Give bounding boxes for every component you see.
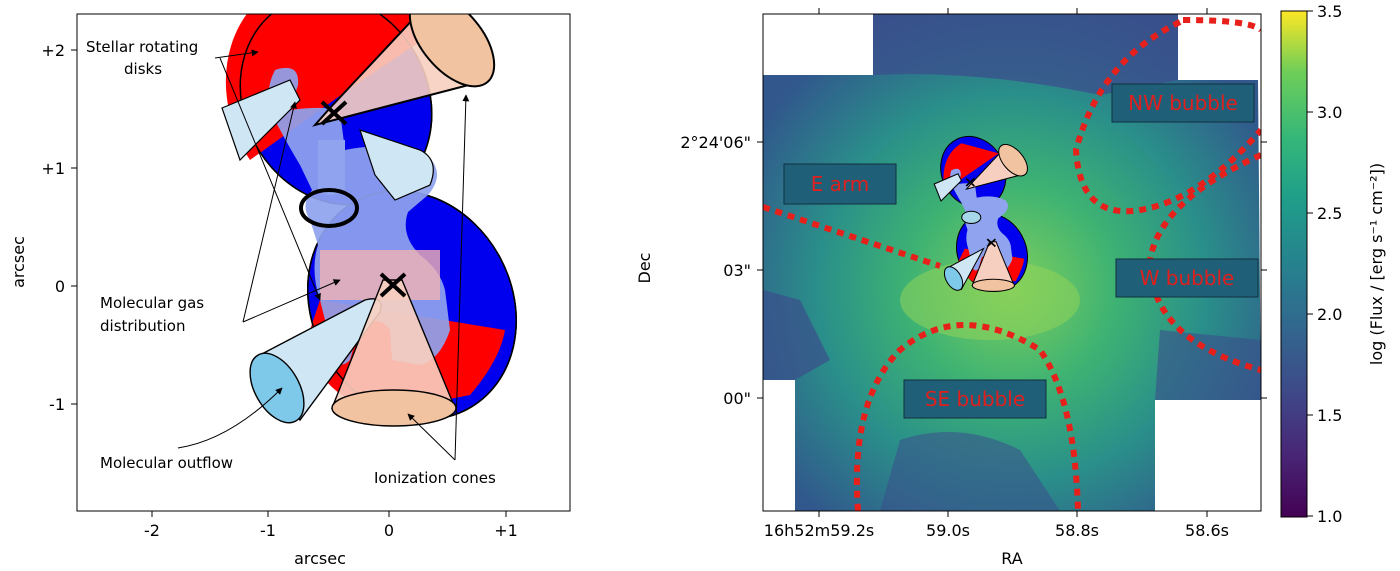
left-axes-frame — [76, 13, 571, 512]
label-molecular-gas-line1: Molecular gas — [100, 294, 204, 312]
right-x-tick: 16h52m59.2s — [764, 521, 874, 540]
schematic-overlay — [933, 135, 1028, 292]
central-ring — [299, 188, 359, 228]
arrow-cone-upper — [454, 94, 470, 461]
gas-stub-top — [318, 140, 345, 195]
right-x-tick: 58.8s — [1055, 521, 1099, 540]
flux-map-dark-top — [873, 14, 1178, 95]
right-y-tick: 03" — [723, 261, 751, 280]
colorbar-tick: 3.0 — [1317, 103, 1342, 122]
flux-map-dark-bottom — [880, 432, 1060, 511]
flux-map-dark-left — [763, 290, 830, 380]
nw-bubble-contour — [1182, 17, 1261, 33]
left-x-tick: 0 — [384, 521, 394, 540]
upper-outflow-right — [359, 129, 434, 201]
nw-bubble-box — [1111, 83, 1255, 123]
nw-bubble-label: NW bubble — [1128, 91, 1238, 115]
right-y-tick: 2°24'06" — [680, 133, 751, 152]
left-plot-area — [177, 14, 517, 461]
upper-outflow — [221, 79, 301, 162]
w-bubble-label: W bubble — [1140, 266, 1235, 290]
se-bubble-contour — [853, 322, 1081, 511]
se-bubble-box — [903, 379, 1047, 419]
label-ionization-cones: Ionization cones — [374, 469, 496, 487]
left-x-tick: +1 — [494, 521, 518, 540]
upper-ionization-cone-end — [408, 14, 496, 88]
e-arm-label: E arm — [811, 172, 870, 196]
right-x-label: RA — [1001, 549, 1022, 568]
right-y-axis: 2°24'06" 03" 00" Dec — [635, 133, 1267, 408]
upper-nucleus-marker — [320, 100, 348, 126]
colorbar-tick: 1.0 — [1317, 507, 1342, 526]
left-x-tick: -2 — [144, 521, 160, 540]
label-molecular-gas-line2: distribution — [100, 317, 185, 335]
colorbar-tick: 2.0 — [1317, 305, 1342, 324]
left-y-tick: 0 — [55, 277, 65, 296]
w-bubble-box — [1115, 258, 1259, 298]
left-y-axis: +2 +1 0 -1 arcsec — [9, 41, 77, 414]
flux-map-dark-right — [1155, 330, 1261, 400]
e-arm-contour — [763, 204, 941, 269]
right-y-label: Dec — [635, 253, 654, 284]
right-plot-area: NW bubble E arm W bubble SE bubble — [763, 14, 1261, 511]
colorbar-tick: 2.5 — [1317, 204, 1342, 223]
arrow-cone-lower — [407, 413, 456, 461]
arrow-outflow — [177, 387, 283, 449]
label-stellar-disks-line1: Stellar rotating — [86, 38, 198, 56]
lower-ionization-cone-end — [331, 389, 457, 427]
arrow-stellar-lower — [219, 57, 321, 301]
right-y-tick: 00" — [723, 389, 751, 408]
arrow-stellar-upper — [214, 49, 259, 59]
colorbar: 3.5 3.0 2.5 2.0 1.5 1.0 log (Flux / [erg… — [1280, 2, 1386, 526]
left-y-label: arcsec — [9, 236, 28, 288]
label-molecular-outflow: Molecular outflow — [100, 454, 233, 472]
right-x-axis: 16h52m59.2s 59.0s 58.8s 58.6s RA — [764, 8, 1229, 568]
colorbar-tick: 1.5 — [1317, 406, 1342, 425]
arrow-molecular-gas-a — [242, 279, 341, 323]
e-arm-box — [783, 163, 897, 205]
colorbar-gradient — [1280, 10, 1308, 518]
left-x-tick: -1 — [260, 521, 276, 540]
lower-nucleus-marker — [379, 272, 407, 298]
left-y-tick: +1 — [41, 159, 65, 178]
left-x-axis: -2 -1 0 +1 arcsec — [144, 511, 518, 568]
nw-bubble-contour-b — [1072, 19, 1261, 215]
arrow-molecular-gas-b — [242, 101, 297, 323]
colorbar-tick: 3.5 — [1317, 2, 1342, 21]
se-bubble-label: SE bubble — [925, 387, 1025, 411]
colorbar-label: log (Flux / [erg s⁻¹ cm⁻²]) — [1367, 163, 1386, 365]
left-panel: Stellar rotating disks Molecular gas dis… — [9, 13, 571, 568]
right-x-tick: 59.0s — [926, 521, 970, 540]
right-axes-frame — [762, 13, 1262, 512]
left-x-label: arcsec — [294, 549, 346, 568]
flux-map-bright-core — [900, 260, 1080, 340]
right-panel: NW bubble E arm W bubble SE bubble 16h52… — [635, 2, 1386, 568]
left-y-tick: -1 — [49, 395, 65, 414]
label-stellar-disks-line2: disks — [124, 60, 162, 78]
left-y-tick: +2 — [41, 41, 65, 60]
right-x-tick: 58.6s — [1185, 521, 1229, 540]
